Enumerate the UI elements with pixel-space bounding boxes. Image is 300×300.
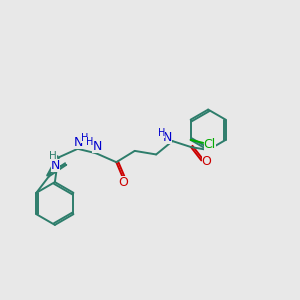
- Text: N: N: [92, 140, 102, 153]
- Text: O: O: [118, 176, 128, 190]
- Text: N: N: [51, 159, 60, 172]
- Text: O: O: [202, 155, 212, 168]
- Text: H: H: [158, 128, 165, 138]
- Text: H: H: [49, 151, 57, 160]
- Text: H: H: [81, 133, 89, 142]
- Text: H: H: [86, 137, 94, 147]
- Text: N: N: [162, 131, 172, 144]
- Text: Cl: Cl: [203, 138, 216, 151]
- Text: N: N: [74, 136, 83, 149]
